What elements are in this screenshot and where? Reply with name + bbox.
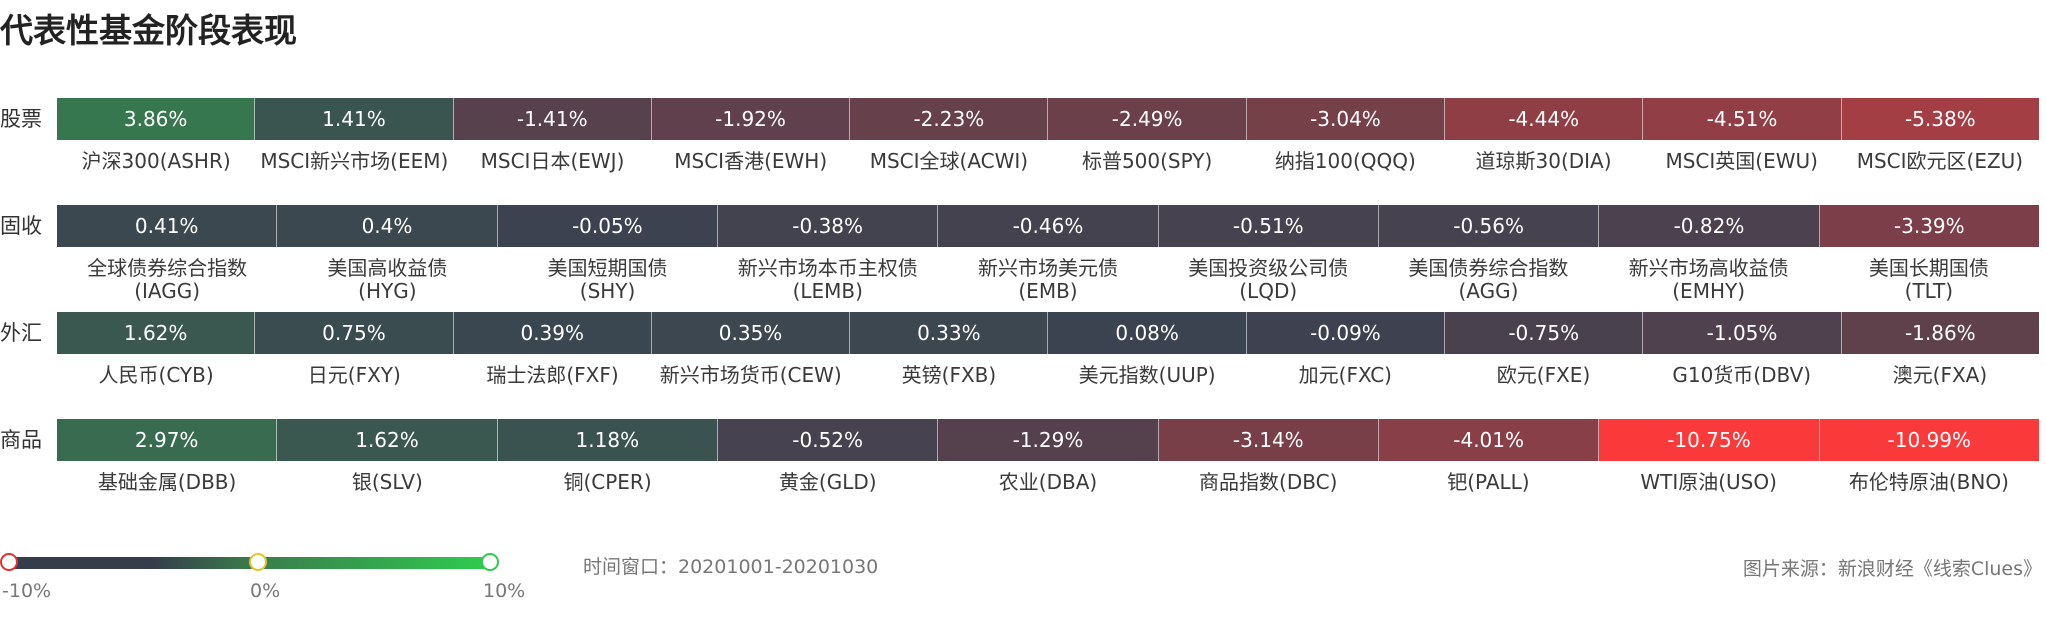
row-label: 固收 <box>0 214 42 238</box>
heatmap-cell: 2.97% <box>57 419 278 461</box>
legend-mid-marker <box>249 553 267 571</box>
heatmap-cell: -10.75% <box>1599 419 1820 461</box>
heatmap-cell: -0.46% <box>938 205 1159 247</box>
heatmap-cell: 1.18% <box>497 419 718 461</box>
row-label: 商品 <box>0 428 42 452</box>
fund-label: 沪深300(ASHR) <box>81 150 231 173</box>
fund-label: 纳指100(QQQ) <box>1274 150 1416 173</box>
label-row: 基础金属(DBB) 银(SLV) 铜(CPER) 黄金(GLD) 农业(DBA) 商品指数… <box>57 471 2039 494</box>
fund-label: 人民币(CYB) <box>98 364 214 387</box>
heatmap-cell: -4.01% <box>1378 419 1600 461</box>
legend-tick-min: -10% <box>2 580 52 602</box>
heatmap-cell: 3.86% <box>57 98 256 140</box>
legend-min-marker <box>0 553 18 571</box>
legend-tick-mid: 0% <box>250 580 281 602</box>
fund-label: 美元指数(UUP) <box>1078 364 1216 387</box>
heatmap-cell: -1.41% <box>453 98 652 140</box>
fund-label: MSCI欧元区(EZU) <box>1856 150 2024 173</box>
fund-label: 美国投资级公司债 (LQD) <box>1188 257 1349 303</box>
label-row: 全球债券综合指数 (IAGG) 美国高收益债 (HYG) 美国短期国债 (SHY) 新… <box>57 257 2039 303</box>
fund-label: 商品指数(DBC) <box>1199 471 1338 494</box>
heatmap-cell: -10.99% <box>1819 419 2039 461</box>
heatmap-cell: 0.75% <box>255 312 454 354</box>
heatmap-cell: -0.56% <box>1378 205 1600 247</box>
heatmap-cell: -0.51% <box>1158 205 1379 247</box>
fund-label: 澳元(FXA) <box>1892 364 1988 387</box>
heatmap-cell: -0.82% <box>1599 205 1820 247</box>
heatmap-cell: -1.29% <box>938 419 1159 461</box>
heatmap-cell: 1.62% <box>277 419 498 461</box>
time-window-note: 时间窗口：20201001-20201030 <box>583 556 879 578</box>
fund-label: 美国债券综合指数 (AGG) <box>1408 257 1569 303</box>
fund-label: MSCI全球(ACWI) <box>869 150 1029 173</box>
legend-max-marker <box>481 553 499 571</box>
heatmap-cell: -4.51% <box>1643 98 1842 140</box>
heatmap-cell: 0.08% <box>1048 312 1247 354</box>
fund-label: 日元(FXY) <box>307 364 401 387</box>
heatmap-cell: 0.39% <box>453 312 652 354</box>
label-row: 人民币(CYB) 日元(FXY) 瑞士法郎(FXF) 新兴市场货币(CEW) 英镑(FX… <box>57 364 2039 387</box>
fund-label: 瑞士法郎(FXF) <box>486 364 619 387</box>
heatmap-cell: -0.09% <box>1246 312 1446 354</box>
label-row: 沪深300(ASHR) MSCI新兴市场(EEM) MSCI日本(EWJ) MSCI香… <box>57 150 2039 173</box>
heatmap-cell: -2.49% <box>1048 98 1247 140</box>
fund-label: 全球债券综合指数 (IAGG) <box>87 257 248 303</box>
heatmap-cell: 0.33% <box>850 312 1049 354</box>
heatmap-cell: -3.39% <box>1819 205 2039 247</box>
fund-label: 美国短期国债 (SHY) <box>547 257 668 303</box>
heatmap-cell: -2.23% <box>850 98 1049 140</box>
heatmap-cell: -0.75% <box>1445 312 1644 354</box>
heatmap-cell: 0.41% <box>57 205 278 247</box>
fund-label: G10货币(DBV) <box>1672 364 1812 387</box>
fund-label: MSCI新兴市场(EEM) <box>260 150 449 173</box>
heatmap-cell: -1.92% <box>651 98 851 140</box>
fund-label: 标普500(SPY) <box>1081 150 1213 173</box>
heatmap-cell: -1.05% <box>1643 312 1842 354</box>
fund-label: 黄金(GLD) <box>778 471 877 494</box>
heatmap-cell: -4.44% <box>1445 98 1644 140</box>
fund-label: 布伦特原油(BNO) <box>1848 471 2009 494</box>
source-note: 图片来源：新浪财经《线索Clues》 <box>1742 558 2042 580</box>
fund-label: 新兴市场本币主权债 (LEMB) <box>737 257 918 303</box>
heatmap-row: 3.86% 1.41% -1.41% -1.92% -2.23% -2.49% -3.04%… <box>57 98 2039 140</box>
fund-label: 新兴市场货币(CEW) <box>659 364 842 387</box>
heatmap-cell: 1.41% <box>255 98 454 140</box>
fund-label: MSCI香港(EWH) <box>674 150 828 173</box>
fund-label: 银(SLV) <box>351 471 423 494</box>
heatmap-row: 2.97% 1.62% 1.18% -0.52% -1.29% -3.14% -4.01% -… <box>57 419 2039 461</box>
fund-label: 道琼斯30(DIA) <box>1475 150 1612 173</box>
fund-label: WTI原油(USO) <box>1640 471 1777 494</box>
heatmap-cell: -0.38% <box>717 205 939 247</box>
fund-label: MSCI日本(EWJ) <box>480 150 625 173</box>
chart-title: 代表性基金阶段表现 <box>0 11 297 50</box>
heatmap-cell: -3.04% <box>1246 98 1446 140</box>
fund-label: 基础金属(DBB) <box>97 471 237 494</box>
fund-label: 英镑(FXB) <box>901 364 997 387</box>
legend-tick-max: 10% <box>483 580 526 602</box>
fund-label: MSCI英国(EWU) <box>1665 150 1818 173</box>
heatmap-cell: 1.62% <box>57 312 256 354</box>
fund-label: 新兴市场高收益债 (EMHY) <box>1628 257 1789 303</box>
color-scale-bar <box>6 557 490 569</box>
heatmap-row: 0.41% 0.4% -0.05% -0.38% -0.46% -0.51% -0.56% -… <box>57 205 2039 247</box>
heatmap-cell: 0.4% <box>277 205 498 247</box>
heatmap-row: 1.62% 0.75% 0.39% 0.35% 0.33% 0.08% -0.09% -0.7… <box>57 312 2039 354</box>
row-label: 外汇 <box>0 321 42 345</box>
fund-label: 铜(CPER) <box>563 471 652 494</box>
fund-label: 加元(FXC) <box>1298 364 1392 387</box>
heatmap-cell: -3.14% <box>1158 419 1379 461</box>
fund-label: 钯(PALL) <box>1447 471 1530 494</box>
row-label: 股票 <box>0 107 42 131</box>
heatmap-cell: -1.86% <box>1841 312 2039 354</box>
fund-label: 美国高收益债 (HYG) <box>327 257 448 303</box>
heatmap-cell: 0.35% <box>651 312 851 354</box>
fund-label: 欧元(FXE) <box>1496 364 1591 387</box>
fund-label: 农业(DBA) <box>998 471 1098 494</box>
fund-label: 美国长期国债 (TLT) <box>1868 257 1989 303</box>
heatmap-cell: -0.05% <box>497 205 718 247</box>
heatmap-cell: -5.38% <box>1841 98 2039 140</box>
fund-label: 新兴市场美元债 (EMB) <box>977 257 1118 303</box>
heatmap-cell: -0.52% <box>717 419 939 461</box>
